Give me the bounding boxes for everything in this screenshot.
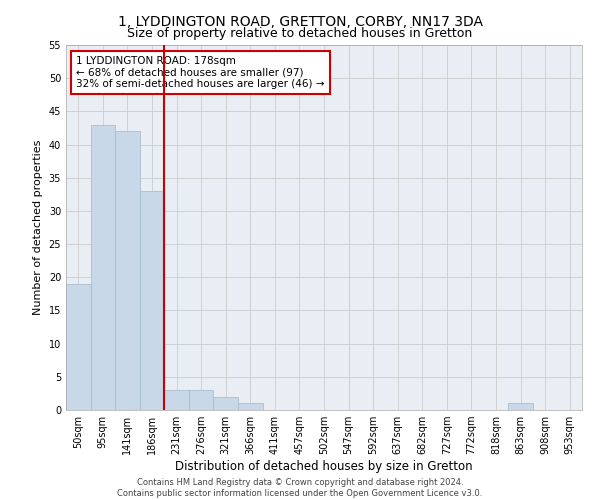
Text: 1, LYDDINGTON ROAD, GRETTON, CORBY, NN17 3DA: 1, LYDDINGTON ROAD, GRETTON, CORBY, NN17… (118, 15, 482, 29)
X-axis label: Distribution of detached houses by size in Gretton: Distribution of detached houses by size … (175, 460, 473, 473)
Bar (238, 404, 263, 410)
Text: Contains HM Land Registry data © Crown copyright and database right 2024.
Contai: Contains HM Land Registry data © Crown c… (118, 478, 482, 498)
Bar (508, 404, 533, 410)
Bar (189, 390, 214, 410)
Bar (164, 390, 189, 410)
Bar (214, 396, 238, 410)
Bar (66, 284, 91, 410)
Bar (115, 132, 140, 410)
Bar (140, 191, 164, 410)
Text: Size of property relative to detached houses in Gretton: Size of property relative to detached ho… (127, 28, 473, 40)
Y-axis label: Number of detached properties: Number of detached properties (33, 140, 43, 315)
Bar (91, 124, 115, 410)
Text: 1 LYDDINGTON ROAD: 178sqm
← 68% of detached houses are smaller (97)
32% of semi-: 1 LYDDINGTON ROAD: 178sqm ← 68% of detac… (76, 56, 325, 89)
